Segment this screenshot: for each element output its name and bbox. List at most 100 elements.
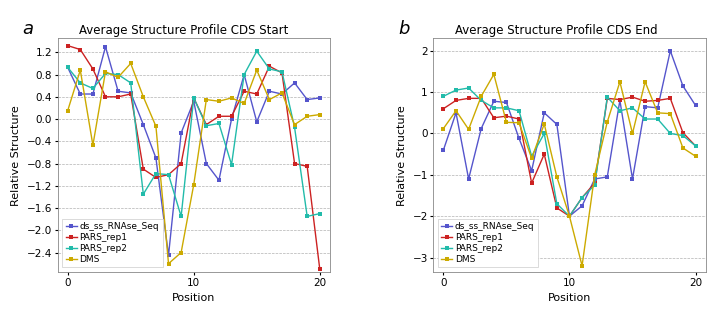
X-axis label: Position: Position	[548, 293, 591, 303]
ds_ss_RNAse_Seq	[477, 127, 485, 131]
PARS_rep1	[139, 167, 148, 171]
ds_ss_RNAse_Seq	[641, 105, 649, 108]
DMS	[189, 183, 198, 187]
ds_ss_RNAse_Seq	[616, 99, 624, 102]
PARS_rep1	[641, 99, 649, 103]
DMS	[477, 94, 485, 98]
PARS_rep2	[253, 49, 261, 53]
ds_ss_RNAse_Seq	[290, 81, 299, 85]
PARS_rep2	[590, 183, 599, 187]
ds_ss_RNAse_Seq	[76, 92, 85, 96]
ds_ss_RNAse_Seq	[678, 84, 687, 88]
DMS	[177, 251, 186, 254]
PARS_rep2	[603, 95, 611, 99]
PARS_rep1	[477, 96, 485, 100]
PARS_rep1	[515, 117, 523, 121]
PARS_rep2	[240, 73, 248, 76]
PARS_rep1	[215, 114, 223, 118]
PARS_rep1	[265, 64, 274, 68]
ds_ss_RNAse_Seq	[691, 103, 700, 107]
ds_ss_RNAse_Seq	[515, 137, 523, 140]
Line: PARS_rep2: PARS_rep2	[66, 49, 322, 218]
PARS_rep1	[490, 116, 498, 120]
DMS	[641, 80, 649, 84]
PARS_rep2	[515, 109, 523, 113]
ds_ss_RNAse_Seq	[315, 96, 324, 100]
PARS_rep2	[490, 106, 498, 110]
PARS_rep2	[502, 106, 510, 110]
DMS	[303, 114, 312, 118]
PARS_rep1	[502, 114, 510, 118]
PARS_rep2	[278, 70, 287, 74]
PARS_rep2	[477, 99, 485, 102]
PARS_rep2	[641, 117, 649, 121]
Text: Average Structure Profile CDS Start: Average Structure Profile CDS Start	[79, 24, 289, 37]
X-axis label: Position: Position	[172, 293, 215, 303]
PARS_rep2	[616, 109, 624, 113]
ds_ss_RNAse_Seq	[265, 89, 274, 93]
PARS_rep2	[577, 196, 586, 199]
DMS	[590, 173, 599, 177]
PARS_rep2	[451, 88, 460, 92]
Line: ds_ss_RNAse_Seq: ds_ss_RNAse_Seq	[66, 45, 322, 257]
DMS	[89, 143, 97, 147]
DMS	[540, 122, 549, 126]
ds_ss_RNAse_Seq	[628, 177, 636, 181]
DMS	[527, 156, 536, 160]
PARS_rep2	[628, 106, 636, 110]
DMS	[691, 154, 700, 158]
PARS_rep2	[202, 124, 211, 128]
PARS_rep1	[540, 152, 549, 156]
DMS	[164, 262, 173, 266]
PARS_rep2	[215, 122, 223, 125]
Line: PARS_rep1: PARS_rep1	[441, 95, 698, 218]
PARS_rep1	[89, 67, 97, 71]
ds_ss_RNAse_Seq	[102, 45, 110, 49]
PARS_rep1	[164, 173, 173, 177]
PARS_rep2	[653, 117, 662, 121]
PARS_rep2	[228, 163, 236, 167]
ds_ss_RNAse_Seq	[139, 123, 148, 126]
ds_ss_RNAse_Seq	[552, 123, 561, 126]
DMS	[127, 61, 135, 65]
PARS_rep2	[177, 214, 186, 218]
ds_ss_RNAse_Seq	[152, 156, 161, 160]
PARS_rep1	[278, 71, 287, 75]
DMS	[139, 95, 148, 99]
PARS_rep1	[202, 123, 211, 126]
ds_ss_RNAse_Seq	[666, 49, 675, 53]
ds_ss_RNAse_Seq	[253, 120, 261, 124]
DMS	[253, 68, 261, 72]
PARS_rep2	[164, 173, 173, 177]
ds_ss_RNAse_Seq	[590, 177, 599, 181]
Line: DMS: DMS	[66, 61, 322, 266]
PARS_rep2	[76, 81, 85, 85]
PARS_rep1	[76, 48, 85, 52]
PARS_rep2	[290, 125, 299, 129]
PARS_rep1	[616, 98, 624, 101]
PARS_rep2	[691, 144, 700, 148]
DMS	[502, 120, 510, 124]
Line: DMS: DMS	[441, 72, 698, 268]
PARS_rep2	[127, 81, 135, 85]
ds_ss_RNAse_Seq	[177, 131, 186, 135]
Y-axis label: Relative Structure: Relative Structure	[397, 105, 407, 205]
DMS	[228, 96, 236, 100]
PARS_rep2	[139, 192, 148, 196]
DMS	[565, 214, 574, 218]
Text: a: a	[22, 20, 33, 38]
DMS	[515, 121, 523, 125]
DMS	[114, 76, 122, 79]
PARS_rep1	[228, 114, 236, 118]
PARS_rep2	[315, 212, 324, 216]
PARS_rep1	[577, 196, 586, 199]
ds_ss_RNAse_Seq	[490, 99, 498, 103]
ds_ss_RNAse_Seq	[565, 214, 574, 218]
PARS_rep1	[102, 95, 110, 99]
DMS	[439, 127, 448, 131]
ds_ss_RNAse_Seq	[540, 111, 549, 115]
PARS_rep2	[464, 86, 473, 90]
ds_ss_RNAse_Seq	[278, 92, 287, 96]
ds_ss_RNAse_Seq	[527, 169, 536, 172]
ds_ss_RNAse_Seq	[464, 177, 473, 181]
